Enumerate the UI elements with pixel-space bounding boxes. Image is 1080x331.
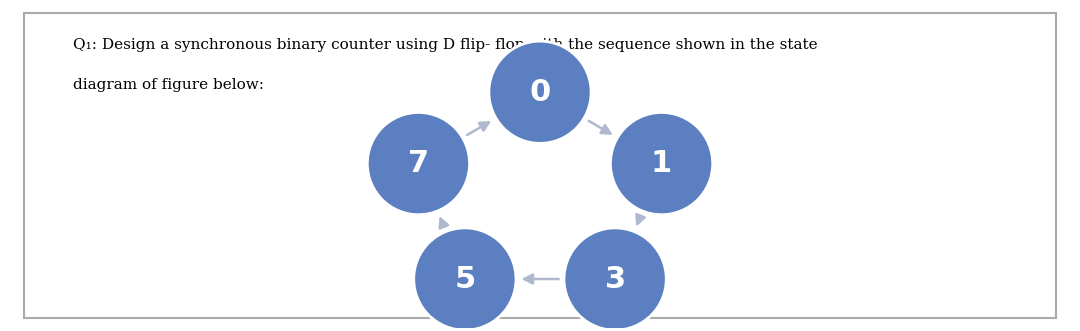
Text: diagram of figure below:: diagram of figure below: — [73, 77, 264, 91]
Text: Q₁: Design a synchronous binary counter using D flip- flop with the sequence sho: Q₁: Design a synchronous binary counter … — [73, 38, 818, 52]
FancyBboxPatch shape — [24, 13, 1056, 318]
Circle shape — [610, 113, 713, 215]
Text: 0: 0 — [529, 78, 551, 107]
Circle shape — [489, 41, 591, 143]
Circle shape — [367, 113, 470, 215]
Text: 1: 1 — [651, 149, 672, 178]
Text: 7: 7 — [408, 149, 429, 178]
Circle shape — [414, 228, 516, 330]
Text: 5: 5 — [455, 264, 475, 294]
Circle shape — [564, 228, 666, 330]
Text: 3: 3 — [605, 264, 625, 294]
